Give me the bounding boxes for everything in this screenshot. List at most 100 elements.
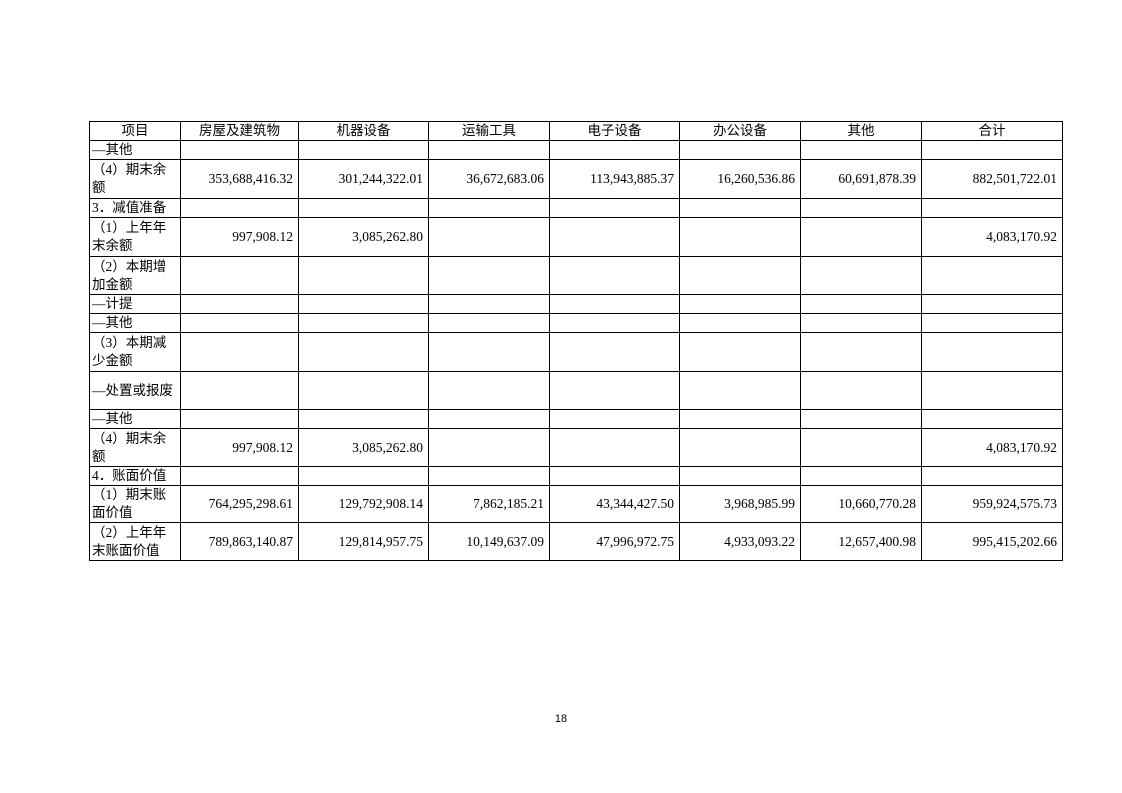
table-cell <box>800 256 922 295</box>
table-cell: 3,085,262.80 <box>298 428 429 467</box>
table-cell: 882,501,722.01 <box>921 159 1063 199</box>
column-header: 其他 <box>800 121 922 141</box>
row-label: （3）本期减少金额 <box>89 332 181 372</box>
table-cell <box>298 409 429 429</box>
table-cell <box>679 294 801 314</box>
table-cell: 4,083,170.92 <box>921 217 1063 257</box>
table-cell: 16,260,536.86 <box>679 159 801 199</box>
table-cell: 995,415,202.66 <box>921 522 1063 561</box>
table-cell <box>549 217 680 257</box>
table-cell <box>180 466 299 486</box>
table-row: —其他 <box>89 140 1063 160</box>
row-label: 3．减值准备 <box>89 198 181 218</box>
table-cell: 10,660,770.28 <box>800 485 922 523</box>
table-row: 3．减值准备 <box>89 198 1063 218</box>
table-cell <box>679 198 801 218</box>
row-label: （1）期末账面价值 <box>89 485 181 523</box>
table-row: —计提 <box>89 294 1063 314</box>
table-cell <box>549 140 680 160</box>
table-cell <box>298 198 429 218</box>
table-cell <box>298 140 429 160</box>
row-label: （2）本期增加金额 <box>89 256 181 295</box>
table-cell: 997,908.12 <box>180 217 299 257</box>
table-cell: 3,085,262.80 <box>298 217 429 257</box>
table-cell <box>800 217 922 257</box>
table-cell <box>298 332 429 372</box>
table-cell <box>800 428 922 467</box>
table-cell <box>921 198 1063 218</box>
table-cell: 129,792,908.14 <box>298 485 429 523</box>
table-cell <box>428 140 550 160</box>
table-cell <box>800 332 922 372</box>
table-cell <box>180 294 299 314</box>
table-header-row: 项目 房屋及建筑物 机器设备 运输工具 电子设备 办公设备 其他 合计 <box>89 121 1063 141</box>
table-cell <box>921 332 1063 372</box>
table-row: （3）本期减少金额 <box>89 332 1063 372</box>
table-row: —处置或报废 <box>89 371 1063 410</box>
table-row: —其他 <box>89 409 1063 429</box>
table-cell: 60,691,878.39 <box>800 159 922 199</box>
table-cell <box>428 217 550 257</box>
table-row: 4．账面价值 <box>89 466 1063 486</box>
table-row: （2）本期增加金额 <box>89 256 1063 295</box>
table-cell: 10,149,637.09 <box>428 522 550 561</box>
table-cell <box>921 313 1063 333</box>
row-label: —其他 <box>89 409 181 429</box>
table-cell <box>679 332 801 372</box>
row-label: —其他 <box>89 140 181 160</box>
table-cell <box>180 409 299 429</box>
table-cell <box>921 466 1063 486</box>
table-cell <box>800 198 922 218</box>
row-label: （2）上年年末账面价值 <box>89 522 181 561</box>
table-cell: 997,908.12 <box>180 428 299 467</box>
table-cell <box>298 256 429 295</box>
table-cell: 12,657,400.98 <box>800 522 922 561</box>
row-label: —计提 <box>89 294 181 314</box>
row-label: （4）期末余额 <box>89 159 181 199</box>
table-cell <box>428 371 550 410</box>
table-cell <box>180 198 299 218</box>
table-cell: 959,924,575.73 <box>921 485 1063 523</box>
table-cell <box>800 466 922 486</box>
table-cell <box>298 466 429 486</box>
table-row: （1）期末账面价值 764,295,298.61 129,792,908.14 7,8… <box>89 485 1063 523</box>
table-cell <box>428 294 550 314</box>
table-row: （4）期末余额 353,688,416.32 301,244,322.01 36,67… <box>89 159 1063 199</box>
column-header: 电子设备 <box>549 121 680 141</box>
table-cell: 4,083,170.92 <box>921 428 1063 467</box>
table-cell <box>428 256 550 295</box>
table-cell <box>549 371 680 410</box>
table-cell <box>428 313 550 333</box>
table-cell <box>180 313 299 333</box>
table-cell: 7,862,185.21 <box>428 485 550 523</box>
table-cell <box>679 371 801 410</box>
table-cell <box>679 409 801 429</box>
column-header: 项目 <box>89 121 181 141</box>
table-cell: 47,996,972.75 <box>549 522 680 561</box>
column-header: 运输工具 <box>428 121 550 141</box>
table-cell <box>800 409 922 429</box>
table-cell <box>800 294 922 314</box>
table-cell: 4,933,093.22 <box>679 522 801 561</box>
table-row: —其他 <box>89 313 1063 333</box>
table-row: （1）上年年末余额 997,908.12 3,085,262.80 4,083,170… <box>89 217 1063 257</box>
fixed-assets-table: 项目 房屋及建筑物 机器设备 运输工具 电子设备 办公设备 其他 合计 —其他 （4）期末余额 35… <box>89 121 1063 561</box>
table-cell <box>428 409 550 429</box>
row-label: 4．账面价值 <box>89 466 181 486</box>
table-cell: 36,672,683.06 <box>428 159 550 199</box>
table-cell <box>428 428 550 467</box>
table-cell: 129,814,957.75 <box>298 522 429 561</box>
table-cell <box>679 313 801 333</box>
table-cell <box>549 198 680 218</box>
table-cell: 764,295,298.61 <box>180 485 299 523</box>
table-cell <box>180 371 299 410</box>
row-label: —其他 <box>89 313 181 333</box>
table-cell: 789,863,140.87 <box>180 522 299 561</box>
table-cell <box>549 428 680 467</box>
page-number: 18 <box>554 713 568 725</box>
table-cell <box>180 332 299 372</box>
table-cell <box>549 332 680 372</box>
table-cell <box>298 313 429 333</box>
column-header: 合计 <box>921 121 1063 141</box>
table-cell: 3,968,985.99 <box>679 485 801 523</box>
